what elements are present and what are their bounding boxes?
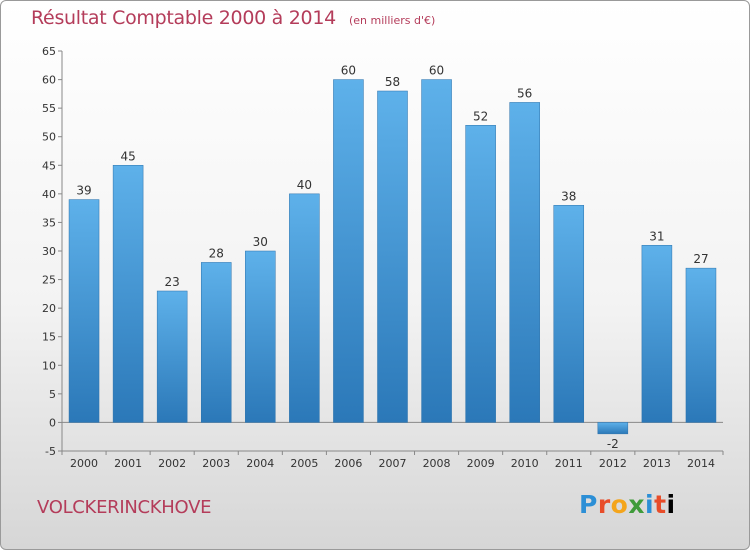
bar xyxy=(68,199,100,423)
y-tick-label: -5 xyxy=(45,445,56,458)
data-label: 39 xyxy=(76,184,91,198)
proxiti-logo: Proxiti xyxy=(579,490,676,519)
logo-letter: P xyxy=(579,490,598,519)
y-tick-label: 20 xyxy=(42,302,56,315)
bar xyxy=(377,90,408,423)
bar xyxy=(156,290,188,423)
chart-title: Résultat Comptable 2000 à 2014 xyxy=(31,7,336,29)
x-tick-label: 2006 xyxy=(334,457,362,470)
x-tick-label: 2003 xyxy=(202,457,230,470)
y-tick-label: 65 xyxy=(42,45,56,58)
y-tick-label: 35 xyxy=(42,216,56,229)
x-tick-label: 2000 xyxy=(70,457,98,470)
data-label: 31 xyxy=(649,229,664,243)
data-label: 40 xyxy=(297,178,312,192)
data-label: 56 xyxy=(517,86,532,100)
data-label: -2 xyxy=(607,437,619,451)
data-label: 30 xyxy=(253,235,268,249)
bar xyxy=(465,125,496,423)
y-tick-label: 40 xyxy=(42,188,56,201)
y-tick-label: 5 xyxy=(49,388,56,401)
data-label: 38 xyxy=(561,189,576,203)
logo-letter: o xyxy=(610,490,629,519)
x-tick-label: 2001 xyxy=(114,457,142,470)
bar xyxy=(641,245,673,423)
data-label: 23 xyxy=(165,275,180,289)
chart-subtitle: (en milliers d'€) xyxy=(348,14,436,27)
data-label: 58 xyxy=(385,75,400,89)
bar xyxy=(289,193,320,423)
x-tick-label: 2004 xyxy=(246,457,274,470)
y-tick-label: 15 xyxy=(42,331,56,344)
y-tick-label: 30 xyxy=(42,245,56,258)
x-tick-label: 2013 xyxy=(643,457,671,470)
x-tick-label: 2005 xyxy=(290,457,318,470)
y-tick-label: 25 xyxy=(42,274,56,287)
y-tick-label: 60 xyxy=(42,74,56,87)
data-label: 27 xyxy=(693,252,708,266)
x-tick-label: 2012 xyxy=(599,457,627,470)
data-label: 45 xyxy=(120,149,135,163)
bar xyxy=(597,422,629,435)
bar xyxy=(509,102,540,423)
logo-letter: i xyxy=(645,490,655,519)
data-label: 28 xyxy=(209,246,224,260)
y-tick-label: 50 xyxy=(42,131,56,144)
bar xyxy=(553,205,585,423)
y-tick-label: 55 xyxy=(42,102,56,115)
city-name: VOLCKERINCKHOVE xyxy=(37,497,212,518)
x-tick-label: 2008 xyxy=(423,457,451,470)
x-tick-label: 2011 xyxy=(555,457,583,470)
x-tick-label: 2002 xyxy=(158,457,186,470)
x-tick-label: 2014 xyxy=(687,457,715,470)
bar xyxy=(200,262,232,423)
logo-letter: r xyxy=(597,490,611,519)
data-label: 60 xyxy=(429,64,444,78)
y-tick-label: 10 xyxy=(42,359,56,372)
chart-title-block: Résultat Comptable 2000 à 2014 (en milli… xyxy=(31,7,435,29)
bar xyxy=(112,165,144,423)
chart-data-labels: 39 45 23 28 30 40 60 58 60 52 56 38 -2 31 27 xyxy=(76,64,708,451)
y-tick-label: 45 xyxy=(42,159,56,172)
bar xyxy=(245,250,276,423)
data-label: 60 xyxy=(341,64,356,78)
x-tick-label: 2007 xyxy=(379,457,407,470)
y-tick-label: 0 xyxy=(49,416,56,429)
logo-letter: t xyxy=(654,490,667,519)
logo-letter: i xyxy=(666,490,676,519)
bar xyxy=(421,79,452,423)
logo-letter: x xyxy=(628,490,645,519)
data-label: 52 xyxy=(473,109,488,123)
bar xyxy=(333,79,364,423)
x-tick-label: 2010 xyxy=(511,457,539,470)
x-tick-label: 2009 xyxy=(467,457,495,470)
chart-bars xyxy=(68,79,717,435)
bar xyxy=(685,267,717,423)
